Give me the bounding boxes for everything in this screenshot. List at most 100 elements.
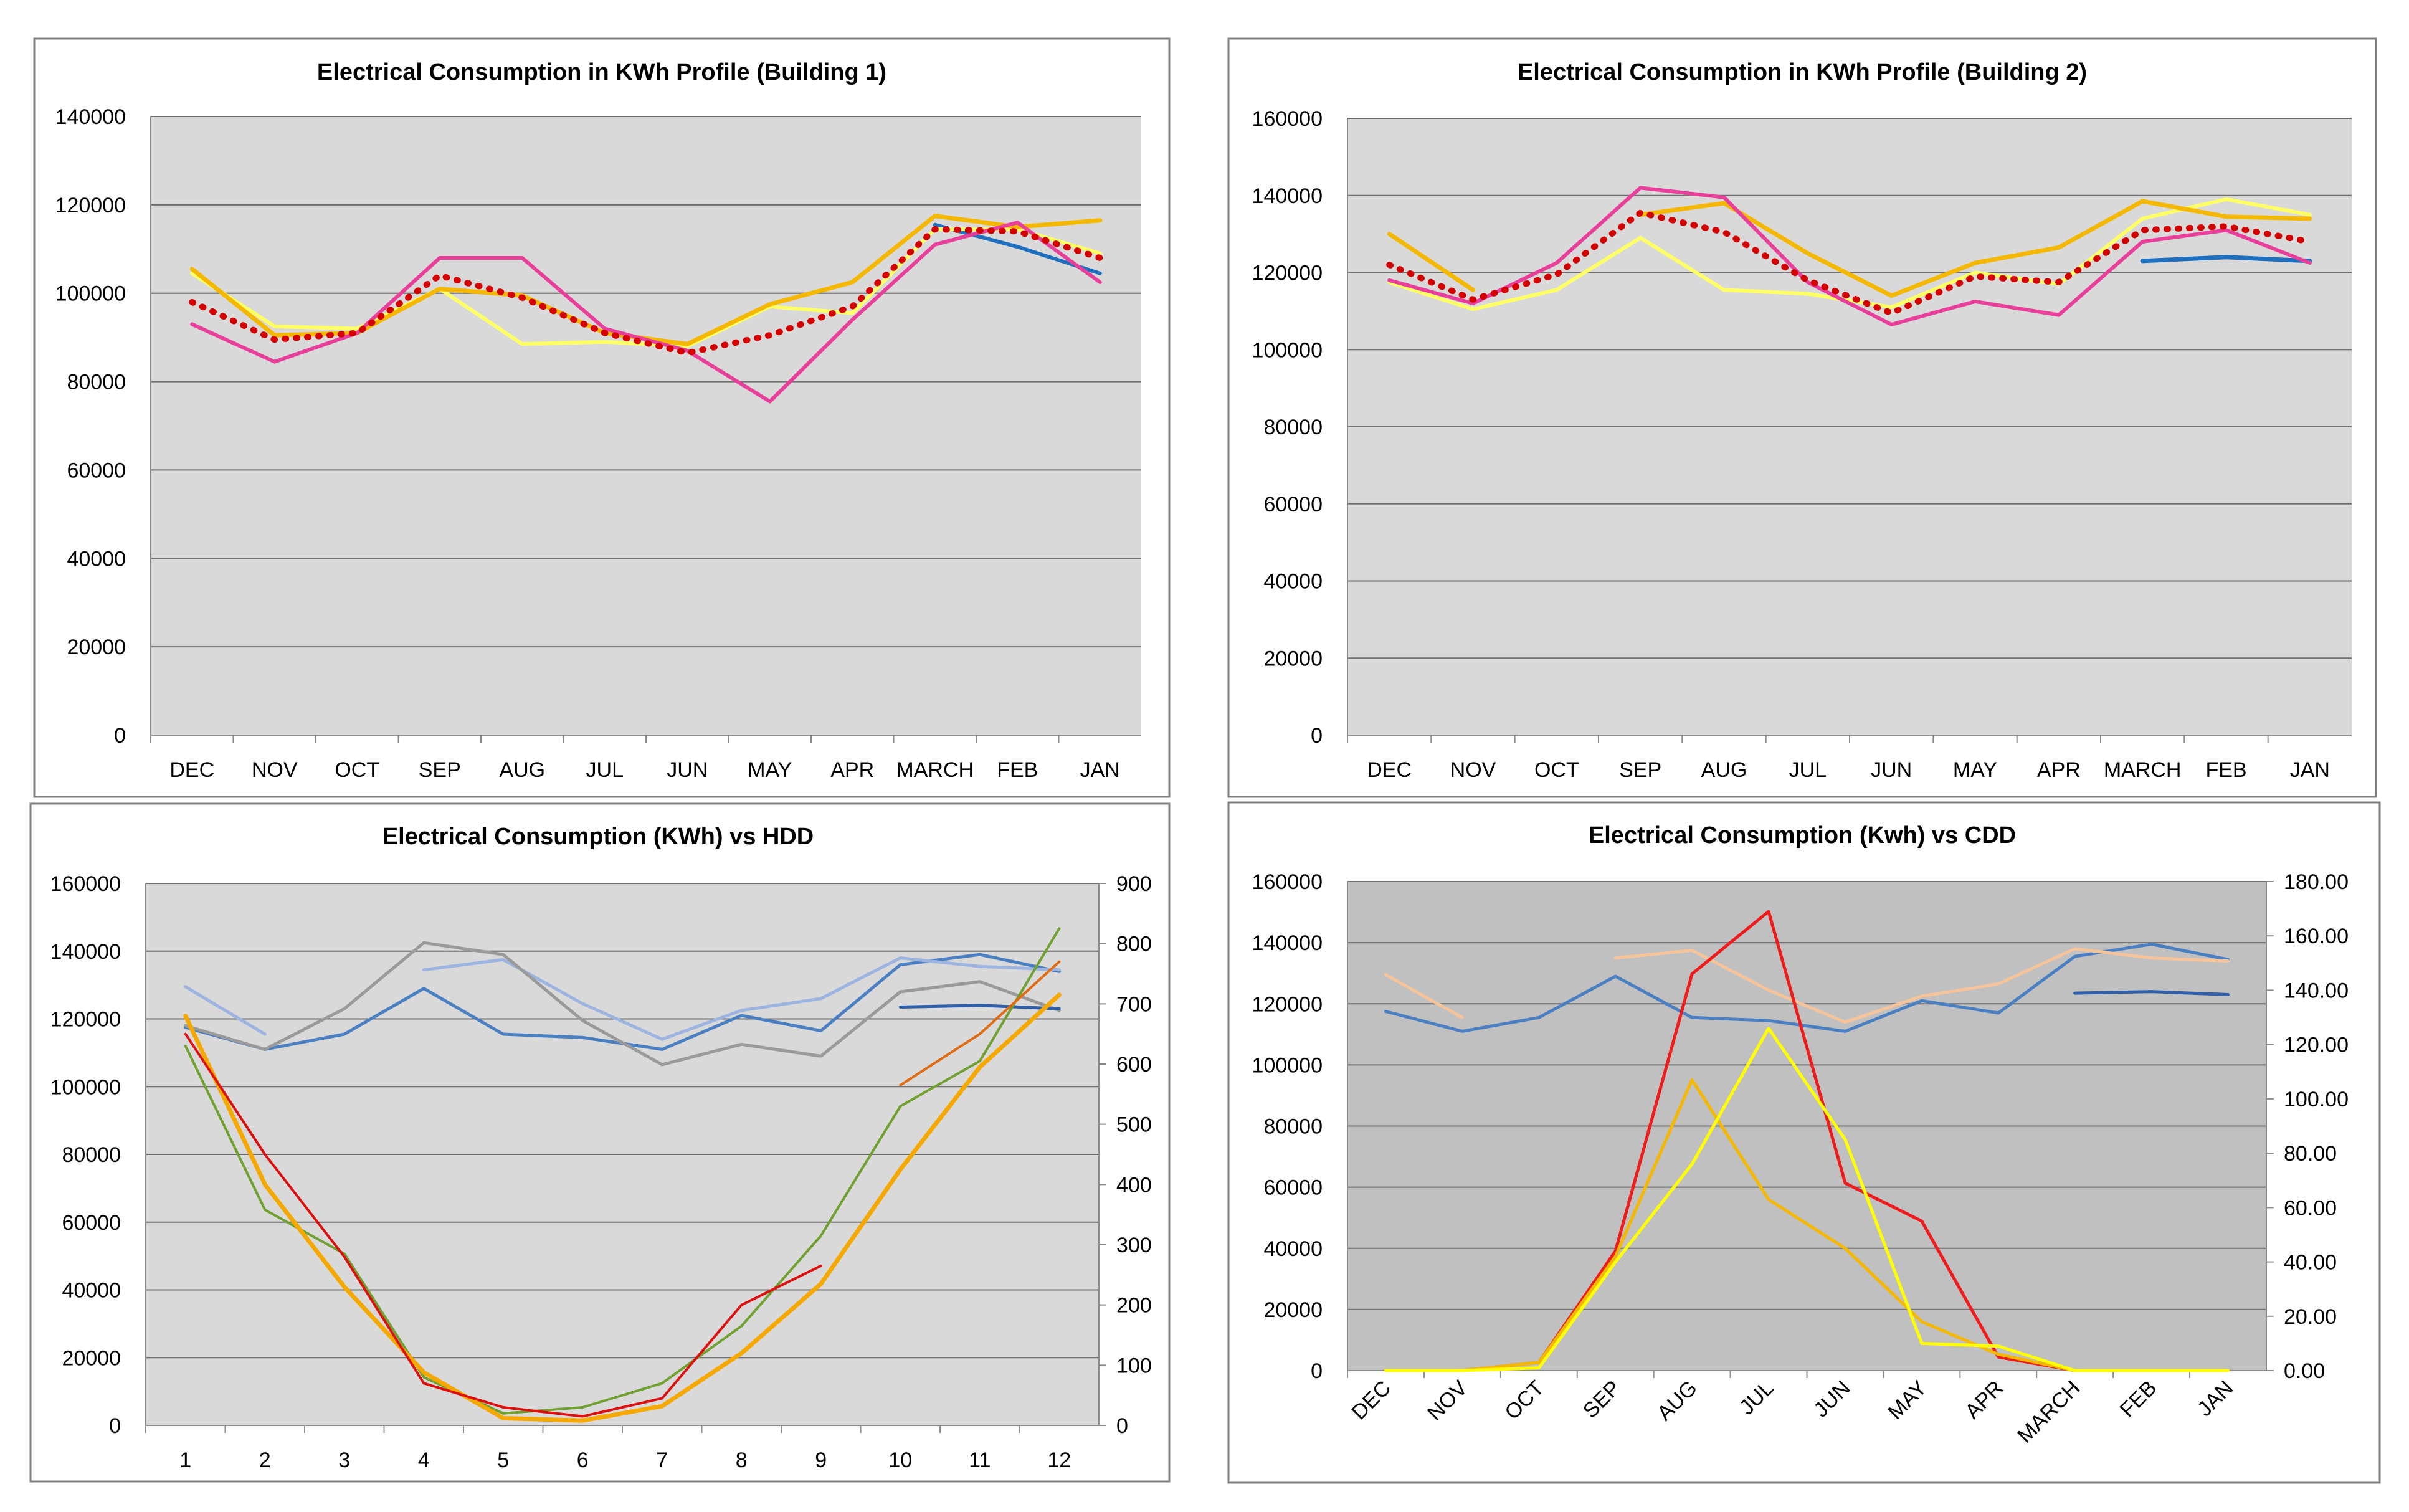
series-line-3: [2073, 990, 2230, 996]
x-axis-tick-label: 1: [179, 1448, 191, 1472]
y-axis-tick-label: 60000: [1263, 1176, 1323, 1200]
y2-axis-tick-label: 140.00: [2284, 979, 2349, 1002]
y-axis-tick-label: 80000: [62, 1143, 121, 1167]
chart-consumption-vs-cdd: Electrical Consumption (Kwh) vs CDD 0 200…: [1227, 801, 2381, 1484]
y2-axis-tick-label: 400: [1116, 1173, 1152, 1197]
series-line-6: [1384, 1027, 2230, 1372]
y2-axis-tick-label: 100: [1116, 1354, 1152, 1377]
y-axis-tick-label: 80000: [1263, 1115, 1323, 1139]
chart-title: Electrical Consumption in KWh Profile (B…: [317, 59, 886, 85]
y-axis-tick-label: 0: [114, 724, 126, 748]
y2-axis-tick-label: 180.00: [2284, 870, 2349, 894]
series-line-2: [1384, 973, 1464, 1019]
series-line-4: [1387, 186, 2312, 326]
series-line-1: [2140, 255, 2312, 264]
x-axis-tick-label: DEC: [1367, 758, 1412, 782]
y-axis-tick-label: 20000: [62, 1346, 121, 1370]
y-axis-tick-label: 0: [1311, 724, 1323, 748]
y-axis-tick-label: 160000: [1252, 107, 1323, 131]
y2-axis-tick-label: 100.00: [2284, 1088, 2349, 1111]
y-axis-tick-label: 20000: [1263, 1298, 1323, 1322]
y-axis-tick-label: 60000: [62, 1211, 121, 1235]
y-axis-tick-label: 40000: [62, 1279, 121, 1303]
x-axis-tick-label: DEC: [169, 758, 214, 782]
series-line-5: [1386, 209, 2313, 316]
series-line-3: [1638, 199, 2312, 298]
x-axis-tick-label: JAN: [2290, 758, 2330, 782]
y2-axis-tick-label: 120.00: [2284, 1034, 2349, 1057]
y2-axis-tick-label: 900: [1116, 872, 1152, 896]
y-axis-tick-label: 20000: [67, 635, 126, 659]
y-axis-tick-label: 100000: [55, 282, 126, 306]
plot-area: 0 20000 40000 60000 80000 100000 120000 140000 1…: [50, 872, 1152, 1472]
plot-area: 0 20000 40000 60000 80000 100000 120000 140000 1…: [1252, 107, 2352, 782]
x-axis-tick-label: JUN: [1871, 758, 1912, 782]
chart-consumption-vs-hdd: Electrical Consumption (KWh) vs HDD 0 200…: [29, 802, 1171, 1483]
series-line-5: [184, 927, 1061, 1415]
y2-axis-tick-label: 200: [1116, 1294, 1152, 1318]
x-axis-tick-label: JAN: [1080, 758, 1120, 782]
x-axis-tick-label: 3: [338, 1448, 350, 1472]
y-axis-tick-label: 60000: [1263, 493, 1323, 516]
plot-area: 0 20000 40000 60000 80000 100000 120000 140000 D…: [55, 105, 1141, 782]
y-axis-tick-label: 0: [109, 1414, 121, 1438]
series-line-2: [1387, 197, 2312, 311]
y-axis-tick-label: 160000: [1252, 870, 1323, 894]
x-axis-tick-label: NOV: [252, 758, 298, 782]
plot-area: 0 20000 40000 60000 80000 100000 120000 140000 1…: [1252, 870, 2349, 1448]
chart-building-2: Electrical Consumption in KWh Profile (B…: [1227, 37, 2377, 798]
x-axis-tick-label: AUG: [499, 758, 545, 782]
y2-axis-tick-label: 300: [1116, 1234, 1152, 1257]
x-axis-tick-label: 9: [815, 1448, 827, 1472]
x-axis-tick-label: 7: [656, 1448, 668, 1472]
x-axis-tick-label: 11: [969, 1448, 991, 1472]
x-axis-tick-label: MARCH: [2104, 758, 2182, 782]
x-axis-tick-label: 12: [1047, 1448, 1071, 1472]
series-line-4: [898, 1004, 1061, 1010]
y2-axis-tick-label: 20.00: [2284, 1305, 2337, 1329]
x-axis-tick-label: APR: [2037, 758, 2081, 782]
y2-axis-tick-label: 60.00: [2284, 1196, 2337, 1220]
series-line-2: [184, 985, 267, 1036]
x-axis-tick-label: JUL: [1789, 758, 1827, 782]
y-axis-tick-label: 40000: [1263, 570, 1323, 594]
x-axis-tick-label: NOV: [1450, 758, 1496, 782]
series-line-2: [422, 956, 1061, 1041]
x-axis-tick-label: OCT: [335, 758, 379, 782]
series-line-4: [190, 221, 1102, 404]
series-line-8: [184, 1032, 822, 1418]
y-axis-tick-label: 100000: [1252, 1053, 1323, 1077]
x-axis-tick-label: 5: [497, 1448, 509, 1472]
x-axis-tick-label: FEB: [997, 758, 1038, 782]
series-line-7: [183, 992, 1062, 1423]
y-axis-tick-label: 120000: [50, 1008, 121, 1032]
x-axis-tick-label: 6: [577, 1448, 589, 1472]
x-axis-tick-label: SEP: [419, 758, 461, 782]
chart-title: Electrical Consumption (KWh) vs HDD: [382, 824, 814, 850]
series-line-3: [1387, 232, 1475, 292]
y-axis-tick-label: 80000: [1263, 416, 1323, 439]
chart-building-1: Electrical Consumption in KWh Profile (B…: [33, 37, 1171, 798]
chart-title: Electrical Consumption in KWh Profile (B…: [1518, 59, 2087, 85]
y-axis-tick-label: 140000: [1252, 184, 1323, 208]
y-axis-tick-label: 120000: [1252, 992, 1323, 1016]
x-axis-tick-label: OCT: [1534, 758, 1579, 782]
series-line-3: [184, 941, 1061, 1067]
x-axis-tick-label: FEB: [2205, 758, 2246, 782]
y2-axis-tick-label: 0: [1116, 1414, 1128, 1438]
x-axis-tick-label: SEP: [1619, 758, 1661, 782]
y-axis-tick-label: 40000: [67, 547, 126, 571]
y2-axis-tick-label: 700: [1116, 992, 1152, 1016]
x-axis-tick-label: 8: [736, 1448, 748, 1472]
y2-axis-tick-label: 500: [1116, 1113, 1152, 1137]
x-axis-tick-label: MARCH: [896, 758, 974, 782]
y-axis-tick-label: 140000: [55, 105, 126, 129]
series-line-6: [899, 960, 1061, 1086]
y-axis-tick-label: 40000: [1263, 1237, 1323, 1261]
y-axis-tick-label: 140000: [50, 940, 121, 964]
x-axis-tick-label: MAY: [748, 758, 792, 782]
y2-axis-tick-label: 0.00: [2284, 1359, 2325, 1383]
x-axis-tick-label: 2: [259, 1448, 271, 1472]
series-line-2: [1613, 947, 2230, 1024]
